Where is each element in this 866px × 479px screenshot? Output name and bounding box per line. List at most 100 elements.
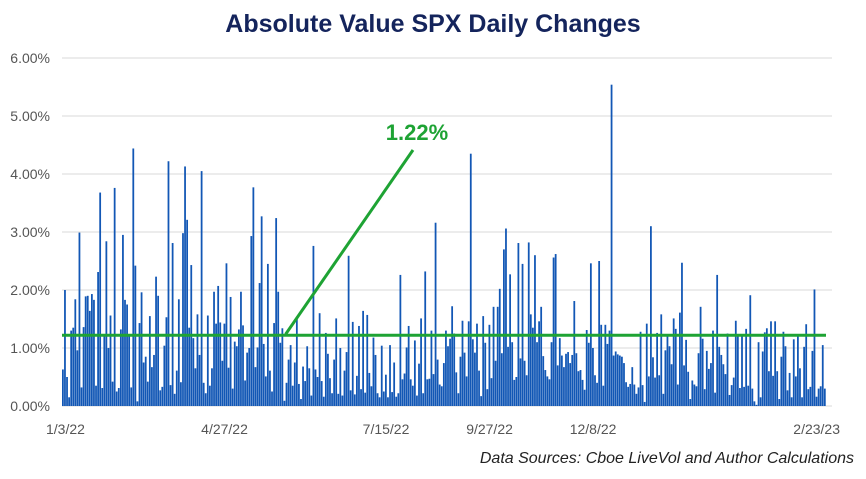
bar xyxy=(289,345,292,406)
bar xyxy=(650,226,652,406)
bar xyxy=(387,397,389,406)
bar xyxy=(130,387,133,406)
bar xyxy=(579,370,582,406)
bar xyxy=(300,399,302,406)
bars xyxy=(62,84,826,407)
bar xyxy=(229,296,232,406)
bar xyxy=(188,327,191,406)
bar xyxy=(637,387,640,406)
bar xyxy=(378,397,381,406)
bar xyxy=(260,216,263,406)
bar xyxy=(401,379,404,406)
bar xyxy=(275,218,278,406)
bar xyxy=(465,376,468,406)
bar xyxy=(308,368,311,406)
bar xyxy=(295,319,298,406)
bar xyxy=(180,382,182,406)
source-note: Data Sources: Cboe LiveVol and Author Ca… xyxy=(479,450,854,467)
bar xyxy=(413,340,416,406)
bar xyxy=(511,342,514,406)
bar xyxy=(641,385,644,406)
bar xyxy=(765,328,768,406)
bar xyxy=(503,249,505,406)
x-tick-label: 9/27/22 xyxy=(466,421,513,437)
bar xyxy=(490,378,493,406)
bar xyxy=(153,354,155,406)
bar xyxy=(445,330,447,406)
bar xyxy=(592,348,594,406)
bar xyxy=(420,318,422,406)
bar xyxy=(736,335,739,406)
bar xyxy=(529,314,532,406)
bar xyxy=(407,325,410,406)
bar xyxy=(314,369,317,406)
bar xyxy=(741,335,743,406)
bar xyxy=(610,84,613,407)
bar xyxy=(531,327,534,406)
bar xyxy=(500,353,503,406)
bar xyxy=(256,347,259,406)
bar xyxy=(74,299,77,406)
bar xyxy=(672,318,675,406)
bar xyxy=(136,401,139,406)
bar xyxy=(633,384,636,406)
bar xyxy=(403,373,406,406)
bar xyxy=(258,283,261,406)
bar xyxy=(534,255,536,406)
reference-line-group: 1.22% xyxy=(62,120,826,337)
bar xyxy=(815,396,818,406)
bar xyxy=(451,306,454,406)
bar xyxy=(807,389,810,406)
bar xyxy=(697,353,700,406)
bar xyxy=(517,243,520,406)
bar xyxy=(157,295,160,406)
bar xyxy=(743,386,745,406)
bar xyxy=(88,310,91,406)
bar xyxy=(211,368,213,406)
bar xyxy=(262,343,265,406)
bar xyxy=(474,352,476,406)
bar xyxy=(219,322,222,406)
bar xyxy=(602,385,605,406)
bar xyxy=(250,236,253,406)
bar xyxy=(509,274,511,406)
bar xyxy=(364,392,367,406)
bar xyxy=(635,393,638,406)
chart-title: Absolute Value SPX Daily Changes xyxy=(225,10,641,38)
bar xyxy=(695,386,698,406)
bar xyxy=(563,367,565,406)
bar xyxy=(376,393,379,406)
bar xyxy=(627,386,630,406)
bar xyxy=(478,370,480,406)
bar xyxy=(821,345,824,406)
bar xyxy=(774,321,777,406)
bar xyxy=(370,386,373,406)
bar xyxy=(124,299,126,406)
bar xyxy=(755,404,758,406)
bar xyxy=(693,384,696,406)
bar xyxy=(652,357,654,406)
x-tick-label: 1/3/22 xyxy=(46,421,85,437)
bar xyxy=(542,356,545,406)
annotation-pointer xyxy=(284,149,415,336)
bar xyxy=(614,351,617,406)
bar xyxy=(362,310,364,406)
bar xyxy=(467,321,470,406)
bar xyxy=(486,389,489,406)
bar xyxy=(312,245,315,406)
bar xyxy=(322,396,325,406)
bar xyxy=(144,356,147,406)
bar xyxy=(809,386,812,406)
bar xyxy=(440,386,443,406)
y-tick-label: 0.00% xyxy=(10,398,50,414)
bar xyxy=(434,222,437,406)
bar xyxy=(119,329,122,406)
bar xyxy=(689,399,692,406)
bar xyxy=(718,346,721,406)
bar xyxy=(463,352,466,406)
bar xyxy=(505,228,507,406)
bar xyxy=(461,320,464,406)
bar xyxy=(349,390,352,406)
y-tick-label: 6.00% xyxy=(10,50,50,66)
bar xyxy=(608,330,611,406)
